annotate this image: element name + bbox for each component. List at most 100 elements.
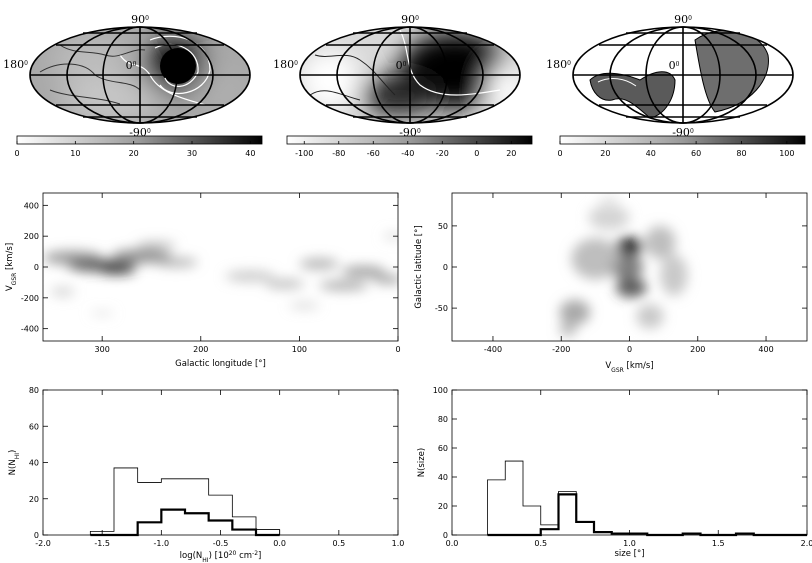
density-blob — [289, 302, 320, 309]
y-tick-label: 20 — [29, 495, 39, 504]
density-blob — [615, 277, 647, 298]
map-1-label-left: 1800 — [3, 58, 28, 71]
colorbar-2-tick-label: 0 — [474, 149, 479, 158]
colorbar-3-tick-label: 80 — [736, 149, 746, 158]
y-axis-label: VGSR [km/s] — [5, 243, 18, 291]
colorbar-1: 0 10 20 30 40 — [14, 135, 263, 158]
density-blob — [615, 236, 644, 257]
x-tick-label: 300 — [95, 345, 110, 354]
colorbar-3-tick-label: 0 — [557, 149, 562, 158]
map-2-label-center: 00 — [396, 59, 407, 72]
histogram-series-2 — [487, 493, 807, 537]
map-1-label-center: 00 — [126, 59, 137, 72]
x-tick-label: -200 — [552, 345, 570, 354]
x-tick-label: 1.0 — [623, 539, 636, 548]
density-blob — [571, 238, 620, 280]
x-tick-label: -1.5 — [94, 539, 110, 548]
x-tick-label: -400 — [484, 345, 502, 354]
histogram-series-1 — [89, 467, 281, 535]
colorbar-1-tick-label: 10 — [70, 149, 80, 158]
colorbar-3-tick-label: 20 — [600, 149, 610, 158]
x-tick-label: 0.0 — [446, 539, 459, 548]
density-blob — [264, 279, 305, 289]
y-tick-label: 0 — [34, 531, 39, 540]
y-tick-label: 100 — [433, 386, 448, 395]
density-blob — [588, 205, 630, 231]
colorbar-2-tick-label: -20 — [436, 149, 449, 158]
histogram-series-1 — [487, 460, 807, 536]
sky-map-3 — [572, 26, 794, 124]
x-tick-label: 100 — [292, 345, 307, 354]
y-tick-label: 80 — [438, 415, 448, 424]
density-blob — [373, 274, 398, 284]
y-axis-label: N(NHI) — [8, 450, 21, 476]
density-blob — [136, 241, 177, 250]
colorbar-2: -100 -80 -60 -40 -20 0 20 — [286, 135, 533, 158]
density-blob — [559, 320, 577, 337]
heatmap-longitude-velocity: 300 200 100 0 400 200 0 -200 -400 Galactic longit… — [5, 192, 401, 369]
map-grid-2 — [299, 26, 521, 124]
x-tick-label: -1.0 — [154, 539, 170, 548]
density-blob — [383, 232, 398, 241]
density-blob — [598, 194, 620, 208]
density-blob — [90, 310, 114, 316]
colorbar-1-tick-label: 20 — [129, 149, 139, 158]
y-tick-label: 40 — [29, 459, 39, 468]
map-3-label-left: 1800 — [546, 58, 571, 71]
x-tick-label: 0.0 — [273, 539, 286, 548]
y-tick-label: 400 — [24, 201, 39, 210]
colorbar-2-tick-label: -60 — [367, 149, 380, 158]
y-tick-label: 50 — [438, 222, 448, 231]
y-tick-label: 0 — [443, 531, 448, 540]
density-blob — [154, 257, 198, 267]
density-blob — [99, 266, 135, 274]
density-blob — [559, 299, 591, 325]
colorbar-2-tick-label: -100 — [295, 149, 313, 158]
x-tick-label: 0 — [627, 345, 632, 354]
colorbar-2-gradient — [286, 135, 533, 145]
density-blob — [341, 266, 386, 278]
x-axis-label: log(NHI) [1020 cm-2] — [180, 550, 262, 563]
density-blob — [319, 280, 369, 291]
histogram-size: 0.0 0.5 1.0 1.5 2.0 0 20 40 60 80 100 size [°] N(siz… — [417, 386, 812, 559]
x-tick-label: -2.0 — [35, 539, 51, 548]
sky-map-1 — [29, 26, 251, 124]
heatmap-velocity-latitude: -400 -200 0 200 400 50 0 -50 VGSR [km/s] Galactic… — [414, 192, 808, 374]
y-tick-label: 0 — [443, 263, 448, 272]
map-2-label-top: 900 — [401, 13, 419, 26]
histogram-series-2 — [90, 508, 280, 537]
density-blob — [299, 258, 339, 270]
colorbar-2-tick-label: -40 — [401, 149, 414, 158]
x-tick-label: 0 — [395, 345, 400, 354]
density-blob — [644, 225, 676, 259]
colorbar-2-tick-label: 20 — [506, 149, 516, 158]
x-tick-label: -0.5 — [213, 539, 229, 548]
y-tick-label: 60 — [438, 444, 448, 453]
colorbar-1-gradient — [16, 135, 263, 145]
x-tick-label: 1.0 — [392, 539, 405, 548]
map-1-label-top: 900 — [131, 13, 149, 26]
map-2-label-left: 1800 — [273, 58, 298, 71]
density-blob — [660, 254, 688, 296]
colorbar-2-tick-label: -80 — [332, 149, 345, 158]
colorbar-1-tick-label: 0 — [14, 149, 19, 158]
x-tick-label: 200 — [690, 345, 705, 354]
colorbar-3-tick-label: 60 — [691, 149, 701, 158]
x-tick-label: 400 — [758, 345, 773, 354]
map-3-label-center: 00 — [669, 59, 680, 72]
y-tick-label: 60 — [29, 422, 39, 431]
density-blob — [50, 287, 75, 297]
colorbar-1-tick-label: 30 — [187, 149, 197, 158]
x-tick-label: 0.5 — [332, 539, 345, 548]
colorbar-1-tick-label: 40 — [245, 149, 255, 158]
density-blob — [112, 249, 172, 264]
density-blob — [636, 304, 664, 329]
y-tick-label: 0 — [34, 263, 39, 272]
y-tick-label: -200 — [21, 294, 39, 303]
colorbar-3-gradient — [559, 135, 806, 145]
y-tick-label: -50 — [435, 304, 448, 313]
colorbar-3: 0 20 40 60 80 100 — [557, 135, 806, 158]
density-blob — [225, 270, 275, 282]
y-tick-label: 40 — [438, 473, 448, 482]
